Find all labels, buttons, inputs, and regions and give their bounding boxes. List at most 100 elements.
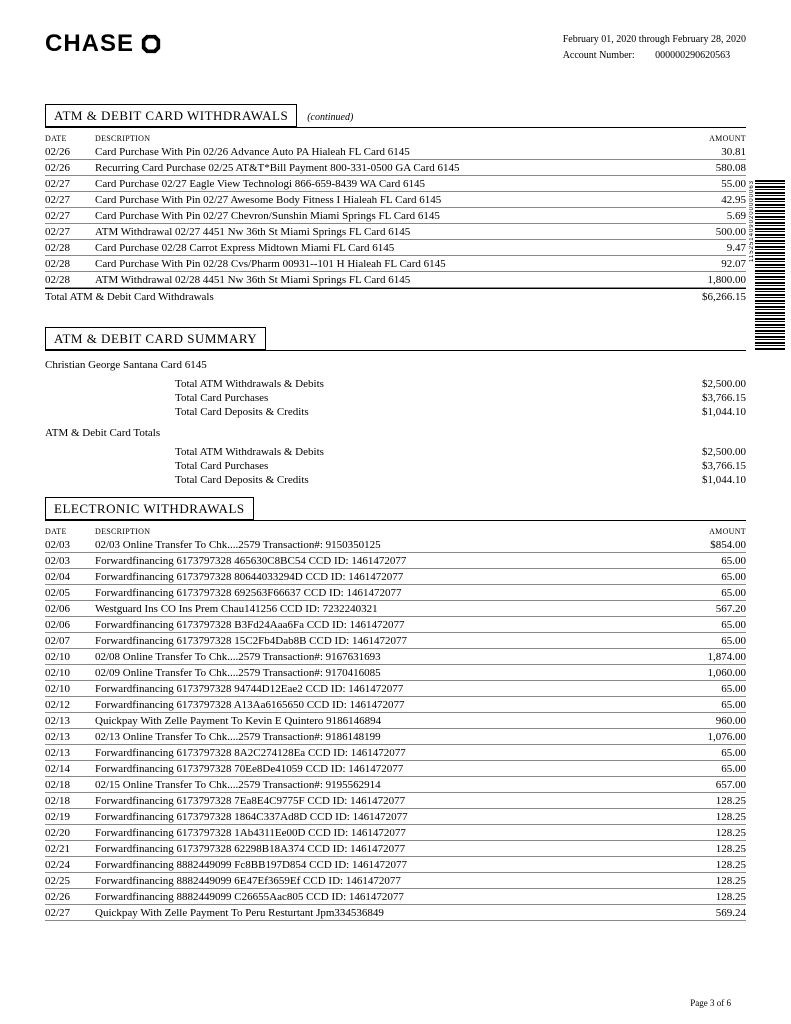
txn-desc: 02/08 Online Transfer To Chk....2579 Tra… <box>95 651 676 663</box>
summary-amount: $3,766.15 <box>656 392 746 404</box>
summary-amount: $1,044.10 <box>656 406 746 418</box>
txn-amount: 65.00 <box>676 635 746 647</box>
txn-date: 02/13 <box>45 731 95 743</box>
txn-amount: 65.00 <box>676 763 746 775</box>
transaction-row: 02/19Forwardfinancing 6173797328 1864C33… <box>45 809 746 825</box>
txn-amount: 657.00 <box>676 779 746 791</box>
transaction-row: 02/27Card Purchase With Pin 02/27 Awesom… <box>45 192 746 208</box>
cardholder-name: Christian George Santana Card 6145 <box>45 359 746 371</box>
txn-desc: Forwardfinancing 6173797328 B3Fd24Aaa6Fa… <box>95 619 676 631</box>
section-atm-summary-header: ATM & DEBIT CARD SUMMARY <box>45 327 746 351</box>
continued-label: (continued) <box>307 112 353 123</box>
txn-amount: $854.00 <box>676 539 746 551</box>
txn-date: 02/13 <box>45 715 95 727</box>
summary-label: Total ATM Withdrawals & Debits <box>175 446 656 458</box>
total-amount: $6,266.15 <box>656 291 746 303</box>
summary-amount: $1,044.10 <box>656 474 746 486</box>
transaction-row: 02/27Quickpay With Zelle Payment To Peru… <box>45 905 746 921</box>
col-amount: AMOUNT <box>676 134 746 143</box>
txn-date: 02/26 <box>45 891 95 903</box>
barcode-text: 1152514090200000063 <box>749 180 755 262</box>
txn-amount: 569.24 <box>676 907 746 919</box>
transaction-row: 02/18Forwardfinancing 6173797328 7Ea8E4C… <box>45 793 746 809</box>
txn-amount: 65.00 <box>676 571 746 583</box>
transaction-row: 02/1302/13 Online Transfer To Chk....257… <box>45 729 746 745</box>
col-date: DATE <box>45 527 95 536</box>
txn-amount: 580.08 <box>676 162 746 174</box>
txn-desc: Quickpay With Zelle Payment To Peru Rest… <box>95 907 676 919</box>
summary-line: Total Card Deposits & Credits$1,044.10 <box>45 473 746 487</box>
transaction-row: 02/12Forwardfinancing 6173797328 A13Aa61… <box>45 697 746 713</box>
transaction-row: 02/27ATM Withdrawal 02/27 4451 Nw 36th S… <box>45 224 746 240</box>
col-desc: DESCRIPTION <box>95 134 676 143</box>
txn-amount: 128.25 <box>676 827 746 839</box>
txn-amount: 65.00 <box>676 587 746 599</box>
txn-date: 02/04 <box>45 571 95 583</box>
transaction-row: 02/26Recurring Card Purchase 02/25 AT&T*… <box>45 160 746 176</box>
column-headers: DATE DESCRIPTION AMOUNT <box>45 130 746 144</box>
transaction-row: 02/06Forwardfinancing 6173797328 B3Fd24A… <box>45 617 746 633</box>
txn-amount: 128.25 <box>676 891 746 903</box>
summary-amount: $3,766.15 <box>656 460 746 472</box>
txn-amount: 1,874.00 <box>676 651 746 663</box>
txn-desc: Forwardfinancing 6173797328 1864C337Ad8D… <box>95 811 676 823</box>
txn-desc: Recurring Card Purchase 02/25 AT&T*Bill … <box>95 162 676 174</box>
summary-label: Total Card Deposits & Credits <box>175 406 656 418</box>
transaction-row: 02/10Forwardfinancing 6173797328 94744D1… <box>45 681 746 697</box>
transaction-row: 02/06Westguard Ins CO Ins Prem Chau14125… <box>45 601 746 617</box>
column-headers: DATE DESCRIPTION AMOUNT <box>45 523 746 537</box>
txn-desc: Forwardfinancing 6173797328 94744D12Eae2… <box>95 683 676 695</box>
txn-desc: Forwardfinancing 6173797328 15C2Fb4Dab8B… <box>95 635 676 647</box>
txn-desc: Card Purchase With Pin 02/27 Awesome Bod… <box>95 194 676 206</box>
txn-amount: 5.69 <box>676 210 746 222</box>
txn-desc: Forwardfinancing 8882449099 6E47Ef3659Ef… <box>95 875 676 887</box>
txn-date: 02/18 <box>45 779 95 791</box>
summary-label: Total ATM Withdrawals & Debits <box>175 378 656 390</box>
account-line: Account Number: 000000290620563 <box>563 48 746 64</box>
txn-amount: 65.00 <box>676 683 746 695</box>
txn-date: 02/07 <box>45 635 95 647</box>
account-number: 000000290620563 <box>655 50 730 61</box>
section-atm-withdrawals-header: ATM & DEBIT CARD WITHDRAWALS (continued) <box>45 104 746 128</box>
txn-amount: 1,060.00 <box>676 667 746 679</box>
txn-desc: ATM Withdrawal 02/27 4451 Nw 36th St Mia… <box>95 226 676 238</box>
txn-desc: Forwardfinancing 6173797328 8A2C274128Ea… <box>95 747 676 759</box>
chase-logo: CHASE <box>45 30 162 58</box>
transaction-row: 02/04Forwardfinancing 6173797328 8064403… <box>45 569 746 585</box>
transaction-row: 02/1002/09 Online Transfer To Chk....257… <box>45 665 746 681</box>
txn-desc: Forwardfinancing 8882449099 C26655Aac805… <box>95 891 676 903</box>
txn-amount: 55.00 <box>676 178 746 190</box>
txn-desc: Forwardfinancing 6173797328 7Ea8E4C9775F… <box>95 795 676 807</box>
txn-date: 02/03 <box>45 539 95 551</box>
transaction-row: 02/28Card Purchase 02/28 Carrot Express … <box>45 240 746 256</box>
transaction-row: 02/1802/15 Online Transfer To Chk....257… <box>45 777 746 793</box>
txn-amount: 128.25 <box>676 795 746 807</box>
txn-amount: 65.00 <box>676 699 746 711</box>
account-label: Account Number: <box>563 50 635 61</box>
txn-date: 02/26 <box>45 162 95 174</box>
col-date: DATE <box>45 134 95 143</box>
txn-date: 02/06 <box>45 603 95 615</box>
txn-desc: Forwardfinancing 6173797328 70Ee8De41059… <box>95 763 676 775</box>
transaction-row: 02/27Card Purchase With Pin 02/27 Chevro… <box>45 208 746 224</box>
txn-amount: 9.47 <box>676 242 746 254</box>
txn-date: 02/27 <box>45 226 95 238</box>
transaction-row: 02/07Forwardfinancing 6173797328 15C2Fb4… <box>45 633 746 649</box>
txn-desc: Card Purchase 02/27 Eagle View Technolog… <box>95 178 676 190</box>
txn-date: 02/14 <box>45 763 95 775</box>
txn-amount: 128.25 <box>676 875 746 887</box>
txn-date: 02/21 <box>45 843 95 855</box>
txn-desc: 02/15 Online Transfer To Chk....2579 Tra… <box>95 779 676 791</box>
total-label: Total ATM & Debit Card Withdrawals <box>45 291 656 303</box>
txn-date: 02/05 <box>45 587 95 599</box>
txn-desc: Forwardfinancing 6173797328 465630C8BC54… <box>95 555 676 567</box>
txn-date: 02/28 <box>45 242 95 254</box>
txn-desc: 02/13 Online Transfer To Chk....2579 Tra… <box>95 731 676 743</box>
statement-header: CHASE February 01, 2020 through February… <box>45 30 746 64</box>
txn-date: 02/27 <box>45 178 95 190</box>
txn-desc: Forwardfinancing 6173797328 A13Aa6165650… <box>95 699 676 711</box>
col-amount: AMOUNT <box>676 527 746 536</box>
txn-amount: 128.25 <box>676 811 746 823</box>
txn-date: 02/10 <box>45 651 95 663</box>
transaction-row: 02/05Forwardfinancing 6173797328 692563F… <box>45 585 746 601</box>
